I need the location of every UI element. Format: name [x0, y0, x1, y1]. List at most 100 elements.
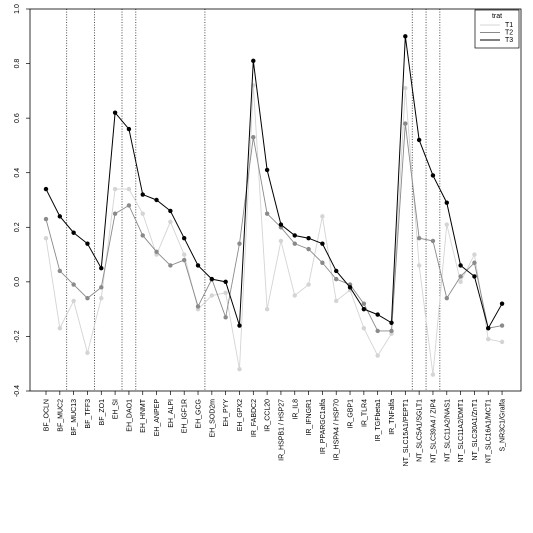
data-point-t3 [140, 192, 145, 197]
data-point-t3 [486, 326, 491, 331]
data-point-t3 [209, 276, 215, 282]
data-point-t2 [43, 216, 49, 222]
x-tick-label: S_NR3C1/Gralfa [500, 399, 507, 452]
x-axis: BF_OCLN BF_MUC2 BF_MUC13 BF_TFF3 BF_ZO1 EH_SI… [44, 391, 507, 466]
data-point-t3 [223, 279, 228, 285]
legend-box [474, 9, 520, 49]
data-point-t3 [444, 200, 449, 205]
data-point-t1 [223, 290, 228, 295]
data-point-t2 [361, 301, 367, 306]
data-point-t2 [389, 328, 394, 334]
data-point-t2 [264, 211, 270, 216]
data-point-t1 [306, 282, 311, 287]
data-point-t3 [458, 263, 463, 268]
y-tick-label: -0.4 [14, 385, 21, 397]
x-tick-label: IR_IL8 [292, 399, 299, 420]
data-point-t2 [237, 241, 242, 246]
plot-frame [29, 8, 522, 392]
data-point-t1 [361, 326, 367, 331]
x-tick-label: EH_ANPEP [154, 399, 161, 437]
y-tick-label: 0.0 [14, 277, 21, 287]
data-point-t3 [499, 301, 505, 306]
x-tick-label: IR_CCL20 [265, 399, 272, 432]
x-tick-label: EH_IGF1R [182, 399, 189, 433]
data-point-t3 [43, 186, 49, 192]
data-point-t2 [416, 236, 422, 241]
x-tick-label: IR_HSPB1 / HSP27 [278, 399, 285, 461]
data-point-t3 [292, 233, 297, 238]
series-line-t3 [45, 36, 503, 330]
legend-title: trat [492, 13, 502, 20]
y-tick-label: -0.2 [14, 330, 21, 342]
data-point-t3 [347, 285, 353, 290]
data-point-t2 [126, 203, 132, 208]
data-point-t1 [71, 298, 76, 304]
data-point-t2 [444, 296, 449, 301]
x-tick-label: BF_OCLN [44, 399, 51, 431]
data-point-t3 [416, 137, 422, 143]
data-point-t3 [85, 241, 90, 246]
data-point-t1 [472, 252, 477, 257]
data-point-t3 [306, 236, 311, 241]
x-tick-label: EH_HNMT [140, 398, 147, 433]
data-point-t2 [375, 328, 380, 334]
data-point-t1 [209, 293, 215, 298]
x-tick-label: EH_GPX2 [237, 399, 244, 431]
data-point-t2 [71, 282, 76, 287]
data-point-t3 [472, 274, 477, 279]
data-point-t1 [375, 353, 380, 358]
data-point-t2 [334, 276, 339, 282]
data-point-t1 [168, 219, 173, 225]
data-point-t3 [195, 263, 201, 268]
data-point-t1 [278, 238, 284, 244]
data-point-t2 [251, 135, 256, 140]
x-tick-label: NT_SLC11A2/DMT1 [458, 399, 465, 463]
x-tick-label: NT_SLC16A1/MCT1 [486, 399, 493, 463]
data-point-t1 [57, 326, 63, 331]
data-point-t2 [85, 296, 90, 301]
legend-label-t3: T3 [505, 37, 513, 44]
data-point-t3 [71, 230, 76, 235]
data-point-t3 [320, 241, 325, 246]
x-tick-label: IR_TNFalfa [389, 399, 396, 435]
data-point-t1 [182, 252, 187, 257]
x-tick-label: NT_SLC11A2/NAS1 [444, 399, 451, 462]
data-point-t1 [320, 214, 325, 219]
x-tick-label: EH_ALPI [168, 399, 175, 428]
x-tick-label: NT_SLC15A1/PEPT1 [403, 399, 410, 466]
x-tick-label: NT_SLC39A4 / ZIP4 [430, 399, 437, 463]
y-tick-label: 0.4 [14, 168, 21, 178]
data-point-t2 [458, 274, 463, 279]
legend-label-t1: T1 [505, 22, 513, 29]
x-tick-label: BF_ZO1 [99, 399, 106, 426]
data-point-t3 [237, 323, 242, 328]
x-tick-label: EH_PYY [223, 399, 230, 427]
data-point-t2 [140, 233, 145, 238]
data-point-t2 [154, 249, 159, 255]
data-point-t3 [264, 167, 270, 173]
x-tick-label: IR_HSPA4 / HSP70 [334, 399, 341, 460]
data-point-t1 [99, 296, 104, 301]
series-layer [43, 34, 505, 377]
data-point-t3 [389, 320, 394, 325]
x-tick-label: IR_TLR4 [361, 399, 368, 427]
x-tick-label: BF_TFF3 [85, 399, 92, 429]
data-point-t3 [168, 208, 173, 214]
legend-label-t2: T2 [505, 30, 513, 37]
data-point-t3 [154, 197, 159, 203]
data-point-t2 [430, 238, 436, 244]
y-axis: -0.4 -0.2 0.0 0.2 0.4 0.6 0.8 1.0 [14, 4, 30, 397]
data-point-t2 [99, 285, 104, 290]
data-point-t2 [306, 246, 311, 252]
x-tick-label: IR_GBP1 [348, 399, 355, 429]
plot-border [29, 8, 522, 392]
x-tick-label: NT_SLC5A1/SGLT1 [417, 399, 424, 462]
data-point-t1 [140, 211, 145, 216]
data-point-t1 [486, 336, 491, 342]
data-point-t1 [458, 279, 463, 285]
y-tick-label: 0.6 [14, 113, 21, 123]
data-point-t2 [112, 211, 118, 216]
data-point-t1 [499, 339, 505, 345]
data-point-t3 [334, 268, 339, 274]
